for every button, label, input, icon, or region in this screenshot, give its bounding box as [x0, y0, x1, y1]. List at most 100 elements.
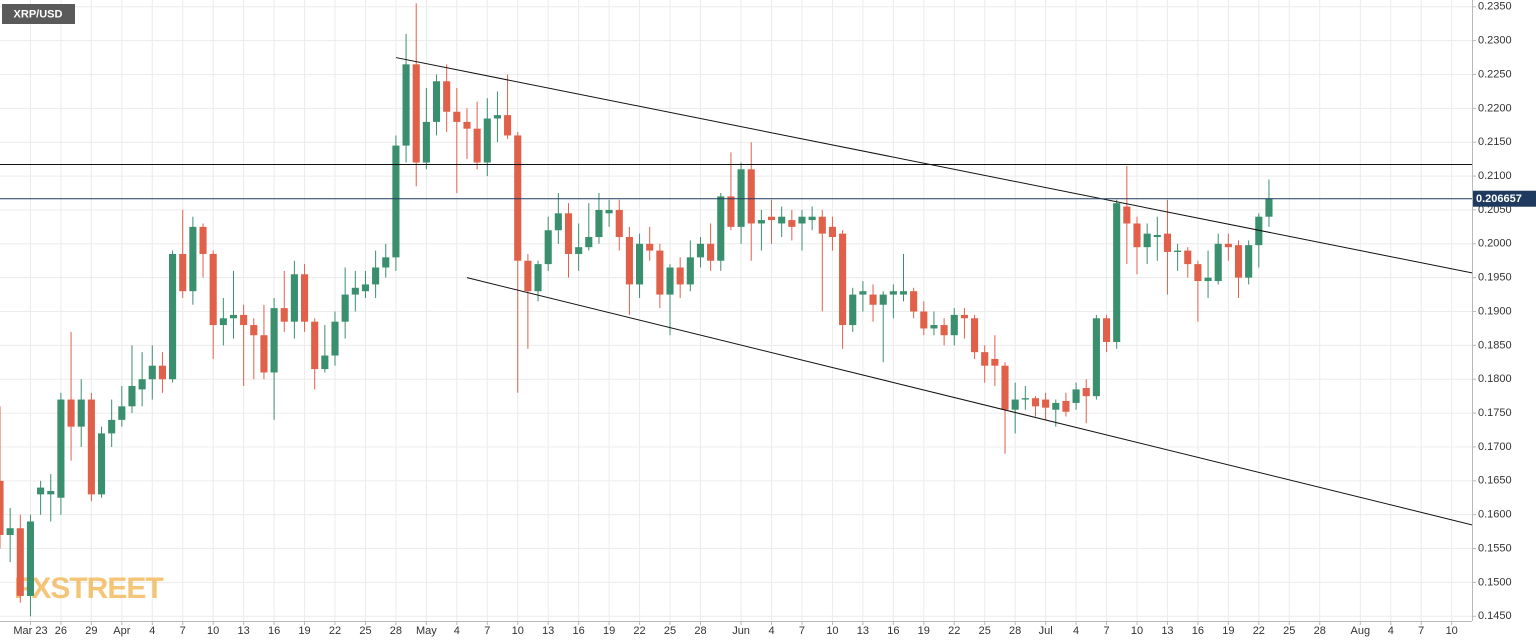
candle-body — [1255, 216, 1263, 246]
candle-body — [808, 216, 816, 221]
candle-body — [432, 81, 441, 122]
y-tick-label: 0.1600 — [1478, 509, 1512, 521]
candle-body — [1072, 389, 1080, 403]
y-tick-label: 0.1850 — [1478, 339, 1512, 351]
candle-body — [26, 521, 35, 596]
x-tick-label: 19 — [918, 625, 930, 637]
candle-body — [189, 226, 197, 292]
candle-body — [1123, 206, 1131, 224]
candle-body — [960, 314, 968, 319]
candle-body — [747, 169, 755, 224]
candle-body — [77, 399, 85, 427]
last-price-label: 0.206657 — [1476, 193, 1522, 205]
y-tick-label: 0.1500 — [1478, 576, 1512, 588]
candle-body — [422, 121, 430, 163]
candle-body — [219, 318, 227, 326]
candle-body — [605, 209, 613, 214]
candle-body — [920, 311, 928, 329]
last-price-box — [1473, 190, 1536, 207]
x-tick-label: 4 — [149, 625, 155, 637]
candle-body — [97, 433, 106, 495]
candle-body — [828, 226, 836, 238]
x-tick-label: May — [416, 625, 437, 637]
candle-body — [372, 267, 380, 285]
candle-body — [727, 196, 735, 227]
y-tick-label: 0.1450 — [1478, 610, 1512, 622]
candle-body — [321, 355, 329, 370]
candle-body — [564, 213, 573, 254]
candle-body — [331, 321, 339, 356]
candle-body — [767, 216, 776, 221]
candle-body — [260, 335, 268, 373]
x-tick-label: 16 — [1192, 625, 1204, 637]
candle-body — [585, 237, 593, 248]
candle-body — [443, 81, 451, 112]
x-tick-label: 22 — [1253, 625, 1265, 637]
y-tick-label: 0.2350 — [1478, 1, 1512, 13]
x-tick-label: 28 — [390, 625, 402, 637]
candle-body — [1153, 234, 1161, 238]
x-tick-label: 16 — [268, 625, 280, 637]
candle-body — [504, 115, 512, 136]
candle-body — [696, 243, 705, 258]
y-tick-label: 0.1700 — [1478, 441, 1512, 453]
candle-body — [57, 399, 65, 498]
candle-body — [361, 284, 370, 292]
x-tick-label: 22 — [633, 625, 645, 637]
candle-body — [1052, 402, 1060, 410]
candle-body — [575, 247, 583, 254]
candle-body — [87, 399, 95, 495]
candle-body — [158, 365, 166, 380]
candle-body — [280, 308, 288, 322]
x-tick-label: 4 — [454, 625, 460, 637]
candle-body — [16, 528, 24, 596]
y-tick-label: 0.1550 — [1478, 542, 1512, 554]
candle-body — [656, 250, 664, 295]
candle-body — [869, 294, 877, 305]
candle-body — [1092, 318, 1100, 397]
candle-body — [595, 209, 603, 238]
candle-body — [229, 314, 238, 319]
candle-body — [250, 325, 258, 336]
x-tick-label: 7 — [484, 625, 490, 637]
candle-body — [209, 253, 217, 326]
y-tick-label: 0.1900 — [1478, 305, 1512, 317]
y-tick-label: 0.2100 — [1478, 170, 1512, 182]
candle-body — [1042, 399, 1050, 408]
x-tick-label: 25 — [979, 625, 991, 637]
candle-body — [940, 325, 948, 336]
candle-body — [67, 399, 75, 427]
candle-body — [981, 352, 989, 366]
candle-body — [1062, 400, 1070, 412]
x-tick-label: 16 — [573, 625, 585, 637]
candle-body — [118, 406, 126, 420]
candle-body — [148, 365, 156, 380]
candle-body — [493, 115, 501, 119]
y-tick-label: 0.2150 — [1478, 136, 1512, 148]
candle-body — [737, 169, 745, 227]
candle-body — [240, 314, 248, 326]
candle-body — [138, 379, 146, 390]
y-tick-label: 0.2300 — [1478, 35, 1512, 47]
candle-body — [1082, 388, 1090, 397]
candle-body — [128, 386, 136, 407]
candle-body — [849, 294, 857, 326]
candle-body — [402, 64, 410, 146]
candle-body — [1031, 398, 1040, 407]
trendline — [395, 57, 1472, 274]
candle-body — [1001, 365, 1009, 410]
candle-body — [1143, 233, 1151, 248]
candle-body — [300, 274, 309, 322]
x-tick-label: 28 — [1009, 625, 1021, 637]
candle-body — [971, 318, 979, 353]
candle-body — [1234, 245, 1243, 278]
candle-body — [1021, 398, 1029, 400]
x-tick-label: 28 — [1314, 625, 1326, 637]
candle-body — [1133, 223, 1141, 248]
y-tick-label: 0.2000 — [1478, 238, 1512, 250]
candle-body — [666, 267, 674, 295]
candle-body — [930, 325, 938, 329]
